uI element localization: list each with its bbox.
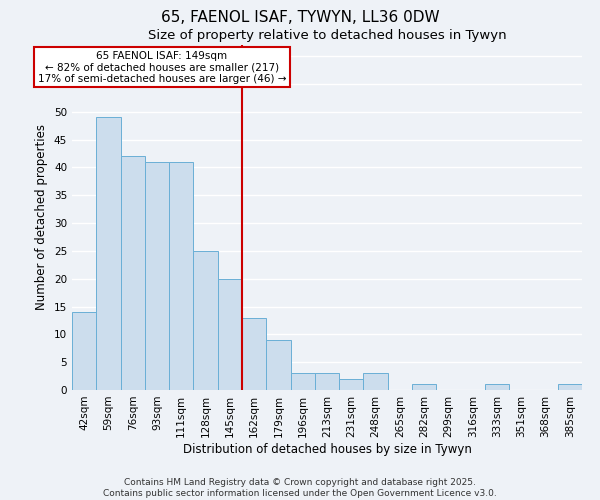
Text: 65 FAENOL ISAF: 149sqm
← 82% of detached houses are smaller (217)
17% of semi-de: 65 FAENOL ISAF: 149sqm ← 82% of detached… [38, 50, 286, 84]
Bar [364, 374, 388, 390]
Bar [145, 162, 169, 390]
Bar [315, 374, 339, 390]
Text: Contains HM Land Registry data © Crown copyright and database right 2025.
Contai: Contains HM Land Registry data © Crown c… [103, 478, 497, 498]
Text: 65, FAENOL ISAF, TYWYN, LL36 0DW: 65, FAENOL ISAF, TYWYN, LL36 0DW [161, 10, 439, 25]
Title: Size of property relative to detached houses in Tywyn: Size of property relative to detached ho… [148, 30, 506, 43]
X-axis label: Distribution of detached houses by size in Tywyn: Distribution of detached houses by size … [182, 442, 472, 456]
Bar [193, 251, 218, 390]
Bar [96, 118, 121, 390]
Bar [558, 384, 582, 390]
Bar [339, 379, 364, 390]
Bar [266, 340, 290, 390]
Bar [485, 384, 509, 390]
Bar [169, 162, 193, 390]
Y-axis label: Number of detached properties: Number of detached properties [35, 124, 49, 310]
Bar [290, 374, 315, 390]
Bar [242, 318, 266, 390]
Bar [121, 156, 145, 390]
Bar [412, 384, 436, 390]
Bar [218, 278, 242, 390]
Bar [72, 312, 96, 390]
